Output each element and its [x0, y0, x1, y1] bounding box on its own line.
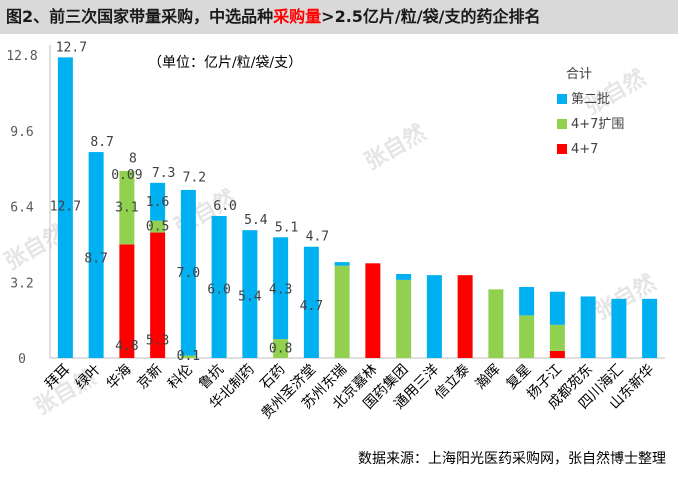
y-tick-label: 9.6 [10, 125, 33, 140]
total-label: 4.7 [306, 230, 329, 245]
bar-expansion [488, 289, 504, 358]
bar-second-batch [303, 246, 319, 358]
legend-label: 第二批 [571, 92, 610, 107]
total-label: 5.1 [275, 220, 298, 235]
bar-series [57, 57, 658, 358]
y-tick-label: 0 [18, 352, 26, 367]
bar-four-plus-seven [549, 350, 565, 358]
bar-expansion [180, 355, 196, 358]
bar-expansion [273, 339, 289, 358]
bar-second-batch [211, 215, 227, 358]
segment-label: 4.3 [269, 282, 292, 297]
segment-label: 7.0 [177, 266, 200, 281]
segment-label: 4.8 [115, 339, 138, 354]
bar-four-plus-seven [119, 244, 135, 358]
bar-second-batch [642, 298, 658, 358]
segment-label: 0.8 [269, 342, 292, 357]
title-highlight: 采购量 [273, 7, 322, 26]
legend-label: 4+7扩围 [571, 117, 624, 132]
bar-expansion [119, 170, 135, 245]
segment-label: 5.4 [238, 289, 262, 304]
x-tick-label: 科伦 [165, 362, 196, 393]
segment-label: 6.0 [207, 282, 230, 297]
unit-note: （单位：亿片/粒/袋/支） [148, 55, 303, 71]
bar-second-batch [426, 275, 442, 358]
watermark-text: 张自然 [360, 120, 430, 176]
bar-second-batch [180, 189, 196, 356]
legend-swatch [557, 94, 567, 104]
bar-second-batch [549, 291, 565, 325]
x-tick-label: 京新 [134, 362, 165, 393]
total-label: 8 [129, 152, 137, 167]
chart-title: 图2、前三次国家带量采购，中选品种采购量>2.5亿片/粒/袋/支的药企排名 [0, 0, 678, 34]
bar-expansion [334, 265, 350, 358]
legend-swatch [557, 144, 567, 154]
legend-swatch [557, 119, 567, 129]
total-label: 7.3 [152, 166, 175, 181]
segment-label: 5.3 [146, 333, 169, 348]
x-tick-label: 信立泰 [432, 362, 473, 403]
total-label: 6.0 [213, 199, 236, 214]
source-note: 数据来源：上海阳光医药采购网，张自然博士整理 [358, 451, 666, 467]
segment-label: 12.7 [50, 200, 81, 215]
total-label: 5.4 [244, 213, 268, 228]
total-label: 7.2 [183, 171, 206, 186]
bar-four-plus-seven [365, 263, 381, 358]
segment-label: 0.1 [177, 349, 200, 364]
y-tick-label: 6.4 [10, 201, 34, 216]
bar-second-batch [580, 296, 596, 358]
data-labels: 12.7 8.7 8 7.3 7.2 6.0 5.4 5.1 4.7 12.7 8.7 0.09 3.1… [50, 40, 329, 364]
legend-title: 合计 [566, 67, 592, 82]
bar-second-batch [242, 230, 258, 358]
bar-second-batch [57, 57, 73, 358]
y-tick-label: 3.2 [10, 276, 33, 291]
bar-expansion [396, 279, 412, 358]
title-suffix: >2.5亿片/粒/袋/支的药企排名 [321, 7, 541, 26]
y-tick-label: 12.8 [6, 49, 37, 64]
title-prefix: 图2、前三次国家带量采购，中选品种 [6, 7, 274, 26]
y-axis: 0 3.2 6.4 9.6 12.8 [6, 45, 665, 367]
total-label: 12.7 [56, 40, 87, 55]
bar-four-plus-seven [150, 232, 166, 358]
segment-label: 3.1 [115, 201, 138, 216]
segment-label: 0.5 [146, 220, 169, 235]
segment-label: 1.6 [146, 195, 169, 210]
bar-second-batch [519, 286, 535, 316]
segment-label: 4.7 [300, 299, 323, 314]
bar-second-batch [273, 237, 289, 340]
legend-label: 4+7 [571, 142, 598, 157]
bar-expansion [150, 220, 166, 233]
bar-expansion [549, 324, 565, 351]
bar-second-batch [396, 273, 412, 280]
bar-second-batch [611, 298, 627, 358]
x-tick-label: 瀚晖 [473, 362, 504, 393]
bar-expansion [519, 315, 535, 358]
segment-label: 0.09 [111, 168, 142, 183]
total-label: 8.7 [90, 135, 113, 150]
bar-second-batch [88, 152, 104, 358]
bar-second-batch [150, 182, 166, 221]
segment-label: 8.7 [84, 252, 107, 267]
x-tick-label: 华海 [104, 362, 135, 393]
bar-four-plus-seven [457, 275, 473, 358]
bar-second-batch [334, 262, 350, 266]
